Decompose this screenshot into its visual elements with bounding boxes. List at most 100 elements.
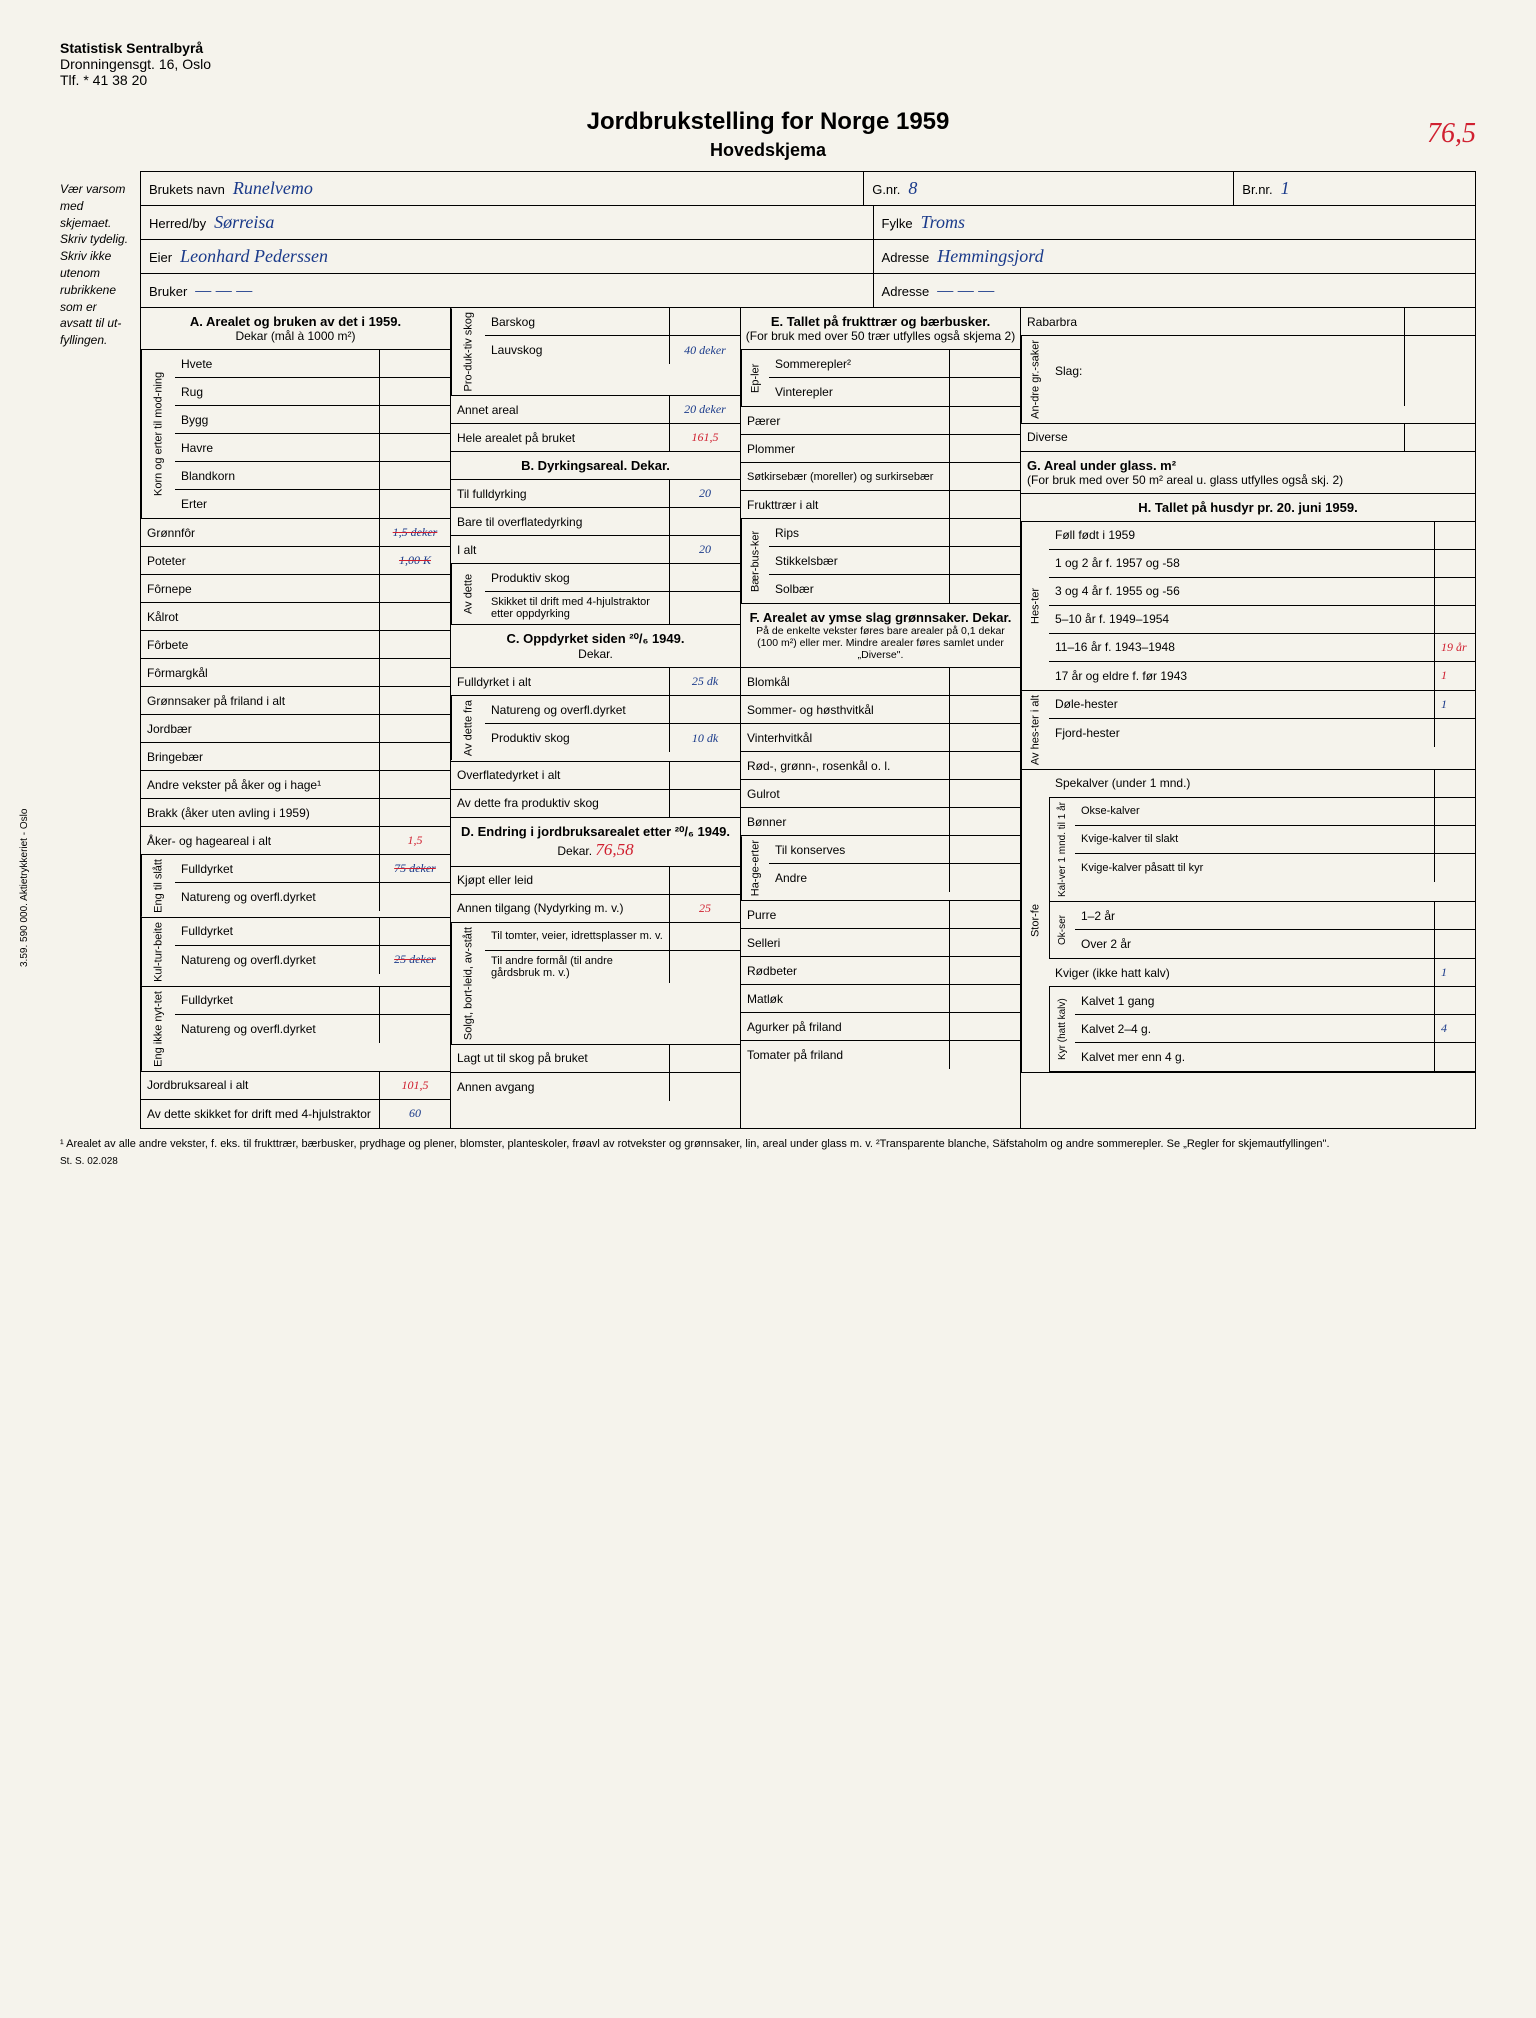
rabarbra-val — [1405, 308, 1475, 335]
d-annen-avgang: Annen avgang — [451, 1073, 670, 1101]
forbete: Fôrbete — [141, 631, 380, 658]
c-avdette-vlabel: Av dette fra — [451, 696, 485, 760]
storfe-vlabel: Stor-fe — [1021, 770, 1049, 1072]
a-title-text: A. Arealet og bruken av det i 1959. — [190, 314, 401, 329]
e-sub-text: (For bruk med over 50 trær utfylles også… — [745, 329, 1016, 343]
gnr-val: 8 — [908, 178, 917, 199]
rips-val — [950, 519, 1020, 546]
eng-nat-val — [380, 883, 450, 911]
c-sub-text: Dekar. — [455, 647, 736, 661]
letterhead: Statistisk Sentralbyrå Dronningensgt. 16… — [60, 40, 1476, 88]
blandkorn: Blandkorn — [175, 462, 380, 489]
blomkal-val — [950, 668, 1020, 695]
rodbeter: Rødbeter — [741, 957, 950, 984]
bringebaer-val — [380, 743, 450, 770]
bringebaer: Bringebær — [141, 743, 380, 770]
kultur-vlabel: Kul-tur-beite — [141, 918, 175, 986]
top-red-annotation: 76,5 — [1427, 118, 1476, 150]
kalvet1: Kalvet 1 gang — [1075, 987, 1435, 1014]
section-g-title: G. Areal under glass. m² (For bruk med o… — [1021, 452, 1475, 494]
aker-hage: Åker- og hageareal i alt — [141, 827, 380, 854]
jordbruk-ialt: Jordbruksareal i alt — [141, 1072, 380, 1099]
fjord: Fjord-hester — [1049, 719, 1435, 747]
header-row-1: Brukets navn Runelvemo G.nr. 8 Br.nr. 1 — [141, 172, 1475, 206]
dole: Døle-hester — [1049, 691, 1435, 718]
frukt-ialt-val — [950, 491, 1020, 518]
andre-vekster-val — [380, 771, 450, 798]
rod-gronn: Rød-, grønn-, rosenkål o. l. — [741, 752, 950, 779]
konserves-val — [950, 836, 1020, 863]
section-a-title: A. Arealet og bruken av det i 1959. Deka… — [141, 308, 450, 350]
vinterepler-val — [950, 378, 1020, 406]
barskog: Barskog — [485, 308, 670, 335]
fylke-lbl: Fylke — [882, 216, 913, 231]
form-page: Statistisk Sentralbyrå Dronningensgt. 16… — [60, 40, 1476, 1167]
eier-val: Leonhard Pederssen — [180, 246, 328, 267]
rod-gronn-val — [950, 752, 1020, 779]
sommer-host-val — [950, 696, 1020, 723]
b-ialt-val: 20 — [670, 536, 740, 563]
col-gh: Rabarbra An-dre gr.-saker Slag: Diverse … — [1021, 308, 1475, 1128]
title-block: Jordbrukstelling for Norge 1959 Hovedskj… — [60, 108, 1476, 161]
sommerepler: Sommerepler² — [769, 350, 950, 377]
f-title-text: F. Arealet av ymse slag grønnsaker. Deka… — [750, 610, 1012, 625]
footnote: ¹ Arealet av alle andre vekster, f. eks.… — [60, 1137, 1476, 1152]
form-code: St. S. 02.028 — [60, 1156, 1476, 1167]
av-dette-4hjul: Av dette skikket for drift med 4-hjulstr… — [141, 1100, 380, 1128]
annet-areal: Annet areal — [451, 396, 670, 423]
a-sub-text: Dekar (mål à 1000 m²) — [145, 329, 446, 343]
konserves: Til konserves — [769, 836, 950, 863]
c-overfl-val — [670, 762, 740, 789]
section-h-title: H. Tallet på husdyr pr. 20. juni 1959. — [1021, 494, 1475, 522]
bare-overfl: Bare til overflatedyrking — [451, 508, 670, 535]
bonner: Bønner — [741, 808, 950, 835]
okser12-val — [1435, 902, 1475, 929]
aar1116: 11–16 år f. 1943–1948 — [1049, 634, 1435, 661]
vinterhvit: Vinterhvitkål — [741, 724, 950, 751]
aar17: 17 år og eldre f. før 1943 — [1049, 662, 1435, 690]
d-annen-tilgang: Annen tilgang (Nydyrking m. v.) — [451, 895, 670, 922]
kalvet24-val: 4 — [1435, 1015, 1475, 1042]
paerer: Pærer — [741, 407, 950, 434]
herred-lbl: Herred/by — [149, 216, 206, 231]
lauvskog-val: 40 deker — [670, 336, 740, 364]
kvige-kalver: Kvige-kalver til slakt — [1075, 826, 1435, 853]
til-full-val: 20 — [670, 480, 740, 507]
brakk: Brakk (åker uten avling i 1959) — [141, 799, 380, 826]
til-full: Til fulldyrking — [451, 480, 670, 507]
b-skikket: Skikket til drift med 4-hjulstraktor ett… — [485, 592, 670, 624]
purre: Purre — [741, 901, 950, 928]
section-e-title: E. Tallet på frukttrær og bærbusker. (Fo… — [741, 308, 1020, 350]
b-skikket-val — [670, 592, 740, 624]
gronnsaker: Grønnsaker på friland i alt — [141, 687, 380, 714]
brukets-navn-lbl: Brukets navn — [149, 182, 225, 197]
bare-overfl-val — [670, 508, 740, 535]
blandkorn-val — [380, 462, 450, 489]
aker-hage-val: 1,5 — [380, 827, 450, 854]
selleri-val — [950, 929, 1020, 956]
main-wrap: Vær varsom med skjemaet. Skriv tydelig. … — [60, 171, 1476, 1129]
eng-full: Fulldyrket — [175, 855, 380, 882]
hageerter-group: Ha-ge-erter Til konserves Andre — [741, 836, 1020, 901]
agurker-val — [950, 1013, 1020, 1040]
jordbruk-ialt-val: 101,5 — [380, 1072, 450, 1099]
header-row-2: Herred/by Sørreisa Fylke Troms — [141, 206, 1475, 240]
sotkir: Søtkirsebær (moreller) og surkirsebær — [741, 463, 950, 490]
d-title-text: D. Endring i jordbruksarealet etter ²⁰/₆… — [461, 824, 730, 839]
form-area: Brukets navn Runelvemo G.nr. 8 Br.nr. 1 … — [140, 171, 1476, 1129]
baer-group: Bær-bus-ker Rips Stikkelsbær Solbær — [741, 519, 1020, 604]
vinterhvit-val — [950, 724, 1020, 751]
tomater-val — [950, 1041, 1020, 1069]
epler-group: Ep-ler Sommerepler² Vinterepler — [741, 350, 1020, 407]
okser-vlabel: Ok-ser — [1049, 902, 1075, 958]
herred-val: Sørreisa — [214, 212, 274, 233]
bygg-val — [380, 406, 450, 433]
eng-vlabel: Eng til slått — [141, 855, 175, 917]
org-name: Statistisk Sentralbyrå — [60, 40, 1476, 56]
hvete: Hvete — [175, 350, 380, 377]
aar17-val: 1 — [1435, 662, 1475, 690]
eng-nat: Natureng og overfl.dyrket — [175, 883, 380, 911]
brukets-navn-val: Runelvemo — [233, 178, 313, 199]
b-prodskog-val — [670, 564, 740, 591]
matlok: Matløk — [741, 985, 950, 1012]
